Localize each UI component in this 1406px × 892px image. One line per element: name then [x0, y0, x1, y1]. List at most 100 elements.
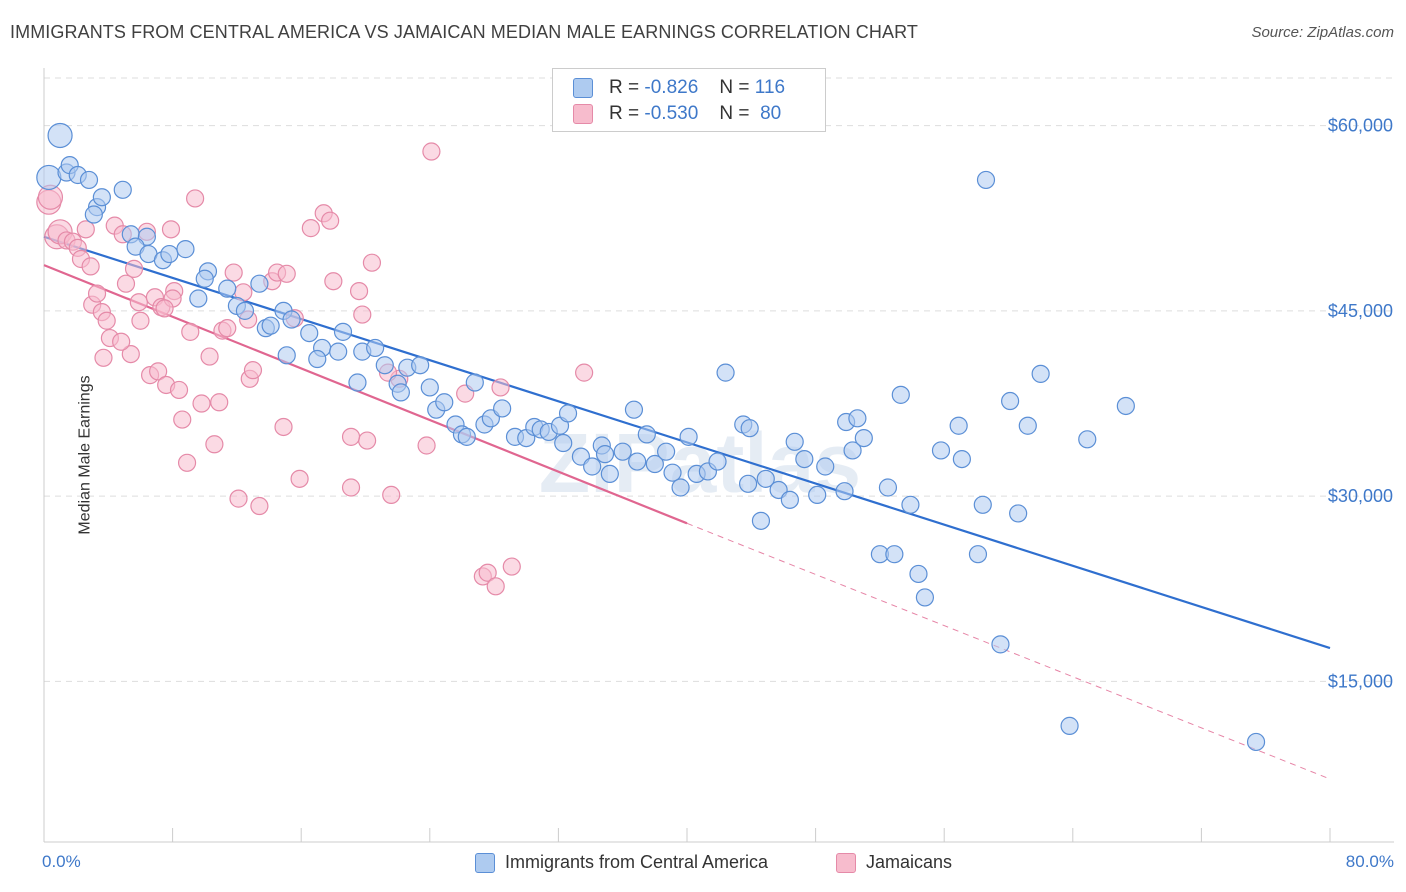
- jamaicans-point-64: [417, 436, 436, 455]
- central-america-point-42: [420, 378, 439, 397]
- n-label: N =: [719, 103, 750, 124]
- legend-label-jamaicans: Jamaicans: [866, 852, 953, 872]
- r-value-central-america: -0.826: [644, 77, 699, 98]
- central-america-point-84: [785, 432, 804, 451]
- central-america-point-20: [218, 279, 237, 298]
- central-america-point-76: [708, 452, 727, 471]
- chart-title: IMMIGRANTS FROM CENTRAL AMERICA VS JAMAI…: [10, 22, 918, 42]
- jamaicans-point-21: [131, 311, 150, 330]
- central-america-point-47: [457, 427, 476, 446]
- jamaicans-point-45: [243, 361, 263, 380]
- jamaicans-point-28: [161, 220, 181, 239]
- trend-line-jamaicans: [43, 264, 1331, 780]
- central-america-point-108: [1078, 430, 1097, 449]
- y-tick-label-15000: $15,000: [1328, 671, 1393, 691]
- jamaicans-point-65: [422, 142, 441, 161]
- central-america-point-111: [952, 449, 971, 469]
- central-america-point-37: [375, 356, 394, 375]
- central-america-point-115: [740, 419, 759, 438]
- jamaicans-point-70: [502, 557, 521, 576]
- jamaicans-point-56: [341, 478, 361, 497]
- central-america-point-80: [751, 511, 771, 530]
- stats-legend: R = -0.826 N = 116 R = -0.530 N = 80: [552, 68, 826, 132]
- jamaicans-point-13: [97, 311, 116, 330]
- r-label: R =: [609, 103, 640, 124]
- jamaicans-point-8: [76, 220, 95, 239]
- central-america-point-15: [160, 244, 179, 264]
- central-america-point-23: [250, 274, 269, 293]
- jamaicans-point-57: [349, 282, 369, 301]
- central-america-point-109: [1116, 396, 1135, 416]
- central-america-point-28: [277, 346, 296, 365]
- jamaicans-point-71: [486, 577, 505, 596]
- central-america-point-66: [624, 400, 644, 419]
- central-america-point-79: [738, 474, 758, 493]
- central-america-point-90: [854, 428, 873, 448]
- central-america-point-35: [366, 338, 385, 358]
- central-america-point-67: [628, 452, 647, 471]
- n-value-jamaicans: 80: [760, 103, 782, 124]
- central-america-point-44: [435, 393, 454, 412]
- central-america-point-5: [79, 170, 99, 190]
- jamaicans-point-17: [116, 274, 136, 293]
- jamaicans-point-19: [124, 259, 144, 278]
- swatch-pink: [573, 104, 593, 124]
- x-tick-label-max: 80.0%: [1345, 852, 1394, 871]
- central-america-point-106: [1031, 364, 1050, 383]
- jamaicans-point-46: [250, 496, 269, 516]
- central-america-point-58: [558, 404, 578, 423]
- central-america-point-83: [780, 490, 799, 509]
- jamaicans-point-40: [218, 319, 237, 338]
- central-america-point-65: [613, 442, 632, 461]
- jamaicans-point-49: [274, 417, 293, 437]
- central-america-point-102: [991, 635, 1010, 654]
- central-america-point-89: [843, 441, 862, 460]
- jamaicans-point-69: [491, 378, 510, 397]
- series-central-america-points: [36, 122, 1266, 752]
- legend-swatch-blue: [475, 852, 495, 873]
- jamaicans-point-77: [155, 299, 174, 318]
- trend-line-pink-solid: [43, 264, 688, 525]
- jamaicans-point-11: [87, 284, 107, 303]
- jamaicans-point-76: [277, 264, 296, 283]
- legend-item-central-america: Immigrants from Central America: [475, 852, 768, 873]
- jamaicans-point-20: [129, 293, 148, 312]
- central-america-point-48: [465, 373, 484, 392]
- central-america-point-86: [808, 485, 827, 505]
- y-tick-label-45000: $45,000: [1328, 301, 1393, 321]
- central-america-point-63: [600, 464, 619, 484]
- central-america-point-110: [1246, 732, 1266, 752]
- central-america-point-64: [595, 445, 615, 464]
- central-america-point-73: [679, 427, 698, 446]
- x-tick-label-min: 0.0%: [42, 852, 81, 871]
- jamaicans-point-75: [112, 332, 131, 351]
- central-america-point-71: [663, 463, 682, 482]
- central-america-point-51: [493, 399, 512, 418]
- central-america-point-69: [645, 454, 664, 474]
- central-america-point-36: [348, 373, 367, 392]
- central-america-point-31: [308, 349, 327, 369]
- y-axis-label: Median Male Earnings: [76, 375, 94, 535]
- central-america-point-101: [973, 495, 992, 514]
- central-america-point-25: [261, 316, 280, 335]
- jamaicans-point-34: [186, 189, 205, 208]
- jamaicans-point-35: [192, 394, 211, 413]
- central-america-point-105: [1018, 416, 1037, 435]
- jamaicans-point-36: [200, 347, 219, 366]
- central-america-point-32: [333, 322, 353, 341]
- jamaicans-point-31: [173, 410, 192, 429]
- central-america-point-94: [891, 385, 910, 404]
- jamaicans-point-51: [290, 469, 309, 488]
- jamaicans-point-62: [382, 485, 401, 505]
- r-value-jamaicans: -0.530: [644, 103, 699, 124]
- jamaicans-point-9: [81, 257, 100, 276]
- central-america-point-114: [976, 170, 996, 190]
- central-america-point-18: [195, 269, 214, 288]
- r-label: R =: [609, 77, 640, 98]
- central-america-point-29: [300, 323, 319, 343]
- series-jamaicans-points: [36, 142, 594, 596]
- y-tick-labels: $15,000 $30,000 $45,000 $60,000: [1328, 116, 1393, 692]
- central-america-point-85: [795, 449, 814, 469]
- central-america-point-9: [84, 205, 103, 224]
